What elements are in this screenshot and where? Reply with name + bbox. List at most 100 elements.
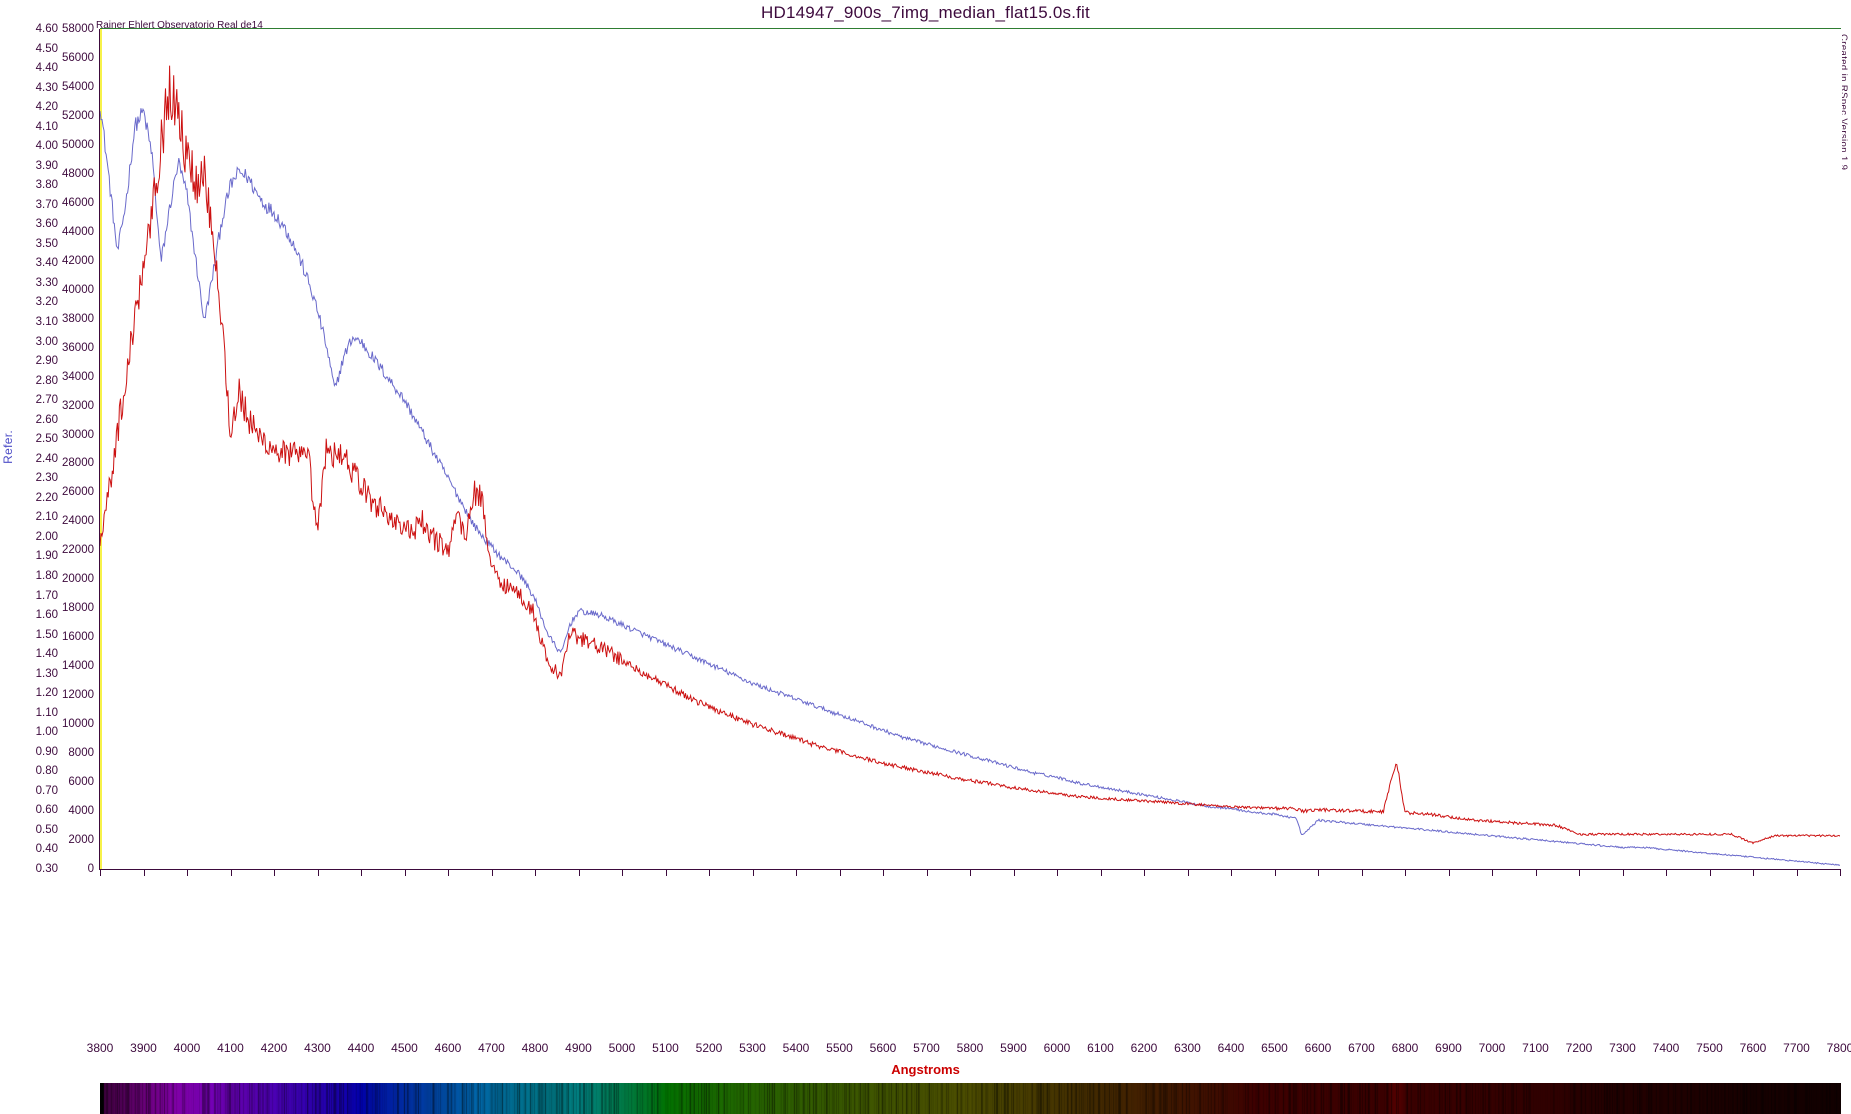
x-axis-tick bbox=[839, 869, 841, 876]
spectrum-strip bbox=[100, 1083, 1841, 1114]
y-axis-left-tick-label: 3.10 bbox=[35, 316, 58, 329]
y-axis-inner-tick-label: 40000 bbox=[62, 283, 94, 296]
y-axis-inner-tick-label: 56000 bbox=[62, 51, 94, 64]
x-axis-tick-label: 6200 bbox=[1130, 1041, 1158, 1055]
y-axis-left-tick-label: 2.60 bbox=[35, 413, 58, 426]
y-axis-inner-tick-label: 22000 bbox=[62, 544, 94, 557]
x-axis-tick bbox=[883, 869, 884, 876]
y-axis-left-tick-label: 3.50 bbox=[35, 237, 58, 250]
x-axis-tick-label: 6400 bbox=[1217, 1041, 1245, 1055]
x-axis-tick-label: 6100 bbox=[1087, 1041, 1114, 1055]
y-axis-left-tick-label: 1.90 bbox=[35, 550, 58, 563]
x-axis-tick-label: 5700 bbox=[913, 1041, 940, 1055]
x-axis-tick-label: 7300 bbox=[1609, 1041, 1636, 1055]
y-axis-left-tick-label: 3.70 bbox=[35, 198, 58, 211]
y-axis-left-tick-label: 1.20 bbox=[35, 687, 58, 700]
x-axis-tick bbox=[230, 869, 232, 876]
y-axis-left-tick-label: 0.70 bbox=[35, 784, 58, 797]
y-axis-left-tick-label: 1.40 bbox=[35, 648, 58, 661]
y-axis-inner-tick-label: 32000 bbox=[62, 399, 94, 412]
x-axis-tick bbox=[1057, 869, 1058, 876]
x-axis-tick-label: 3800 bbox=[86, 1041, 114, 1055]
y-axis-inner-tick-label: 0 bbox=[87, 863, 94, 875]
y-axis-left-tick-label: 0.90 bbox=[35, 745, 58, 758]
x-axis-tick-label: 5800 bbox=[956, 1041, 984, 1055]
y-axis-left-tick-label: 2.40 bbox=[35, 452, 58, 465]
y-axis-inner-tick-label: 58000 bbox=[62, 23, 94, 35]
y-axis-inner-tick-label: 24000 bbox=[62, 515, 94, 528]
y-axis-inner-tick-label: 10000 bbox=[62, 718, 94, 731]
y-axis-left-tick-label: 4.30 bbox=[35, 81, 58, 94]
y-axis-left-tick-label: 0.30 bbox=[35, 863, 58, 875]
x-axis-tick-label: 5200 bbox=[695, 1041, 723, 1055]
x-axis-tick bbox=[274, 869, 275, 876]
x-axis-tick-label: 4500 bbox=[391, 1041, 418, 1055]
y-axis-left-tick-label: 1.70 bbox=[35, 589, 58, 602]
x-axis-tick-label: 4800 bbox=[521, 1041, 549, 1055]
x-axis-tick-label: 5100 bbox=[652, 1041, 679, 1055]
y-axis-left-tick-label: 3.80 bbox=[35, 179, 58, 192]
x-axis-tick bbox=[1100, 869, 1102, 876]
y-axis-left-tick-label: 0.60 bbox=[35, 804, 58, 817]
x-axis-tick-label: 6500 bbox=[1261, 1041, 1288, 1055]
x-axis-tick bbox=[317, 869, 319, 876]
x-axis-tick-label: 4700 bbox=[478, 1041, 505, 1055]
y-axis-inner-tick-label: 46000 bbox=[62, 196, 94, 209]
x-axis-tick bbox=[1448, 869, 1450, 876]
x-axis-tick-label: 6600 bbox=[1304, 1041, 1332, 1055]
plot-area[interactable] bbox=[100, 29, 1842, 869]
spectral-curves bbox=[100, 65, 1840, 866]
x-axis-tick bbox=[1318, 869, 1319, 876]
y-axis-left-tick-label: 3.90 bbox=[35, 159, 58, 172]
series-reference bbox=[100, 107, 1840, 866]
y-axis-left-tick-label: 4.00 bbox=[35, 140, 58, 153]
y-axis-left-tick-label: 3.30 bbox=[35, 276, 58, 289]
x-axis-tick-label: 6900 bbox=[1435, 1041, 1462, 1055]
x-axis-tick-label: 7700 bbox=[1783, 1041, 1810, 1055]
y-axis-left-tick-label: 2.10 bbox=[35, 511, 58, 524]
y-axis-inner-tick-label: 42000 bbox=[62, 254, 94, 267]
x-axis-tick-label: 4200 bbox=[260, 1041, 288, 1055]
x-axis-tick bbox=[1013, 869, 1015, 876]
x-axis-tick bbox=[1535, 869, 1537, 876]
y-axis-inner-tick-label: 20000 bbox=[62, 573, 94, 586]
x-axis-tick-label: 4300 bbox=[304, 1041, 331, 1055]
y-axis-inner-tick-label: 34000 bbox=[62, 370, 94, 383]
x-axis-tick bbox=[535, 869, 536, 876]
y-axis-left-tick-label: 2.30 bbox=[35, 472, 58, 485]
x-axis-tick bbox=[143, 869, 145, 876]
x-axis-tick-label: 7800 bbox=[1826, 1041, 1851, 1055]
x-axis-tick-label: 7200 bbox=[1565, 1041, 1593, 1055]
x-axis-tick bbox=[1274, 869, 1276, 876]
y-axis-inner-tick bbox=[99, 869, 105, 870]
x-axis-tick bbox=[1579, 869, 1580, 876]
x-axis-tick-label: 5400 bbox=[782, 1041, 810, 1055]
y-axis-left-tick-label: 2.80 bbox=[35, 374, 58, 387]
chart-title: HD14947_900s_7img_median_flat15.0s.fit bbox=[761, 3, 1090, 22]
y-axis-left-tick-label: 3.40 bbox=[35, 257, 58, 270]
y-axis-left-tick-label: 0.80 bbox=[35, 765, 58, 778]
y-axis-left-tick-label: 2.90 bbox=[35, 355, 58, 368]
x-axis-tick bbox=[1840, 869, 1841, 876]
y-axis-left-tick-label: 1.80 bbox=[35, 569, 58, 582]
x-axis-tick-label: 6300 bbox=[1174, 1041, 1201, 1055]
y-axis-left-tick-label: 2.00 bbox=[35, 530, 58, 543]
x-axis-tick-label: 7100 bbox=[1522, 1041, 1549, 1055]
y-axis-inner-tick-label: 6000 bbox=[68, 776, 94, 789]
observatory-watermark: Rainer Ehlert Observatorio Real de14 bbox=[96, 20, 263, 31]
y-axis-inner-tick-label: 50000 bbox=[62, 138, 94, 151]
x-axis-tick-label: 5000 bbox=[608, 1041, 636, 1055]
x-axis-tick bbox=[361, 869, 362, 876]
x-axis-tick bbox=[752, 869, 754, 876]
y-axis-inner-tick-label: 18000 bbox=[62, 602, 94, 615]
y-axis-left-tick-label: 3.60 bbox=[35, 218, 58, 231]
y-axis-inner-tick-label: 44000 bbox=[62, 225, 94, 238]
y-axis-inner-tick-label: 12000 bbox=[62, 689, 94, 702]
x-axis-tick-label: 4400 bbox=[347, 1041, 375, 1055]
x-axis-tick bbox=[709, 869, 710, 876]
x-axis-tick-label: 7600 bbox=[1739, 1041, 1767, 1055]
x-axis-tick bbox=[970, 869, 971, 876]
y-axis-left-tick-label: 3.00 bbox=[35, 335, 58, 348]
x-axis-tick bbox=[1753, 869, 1754, 876]
y-axis-inner-tick-label: 30000 bbox=[62, 428, 94, 441]
